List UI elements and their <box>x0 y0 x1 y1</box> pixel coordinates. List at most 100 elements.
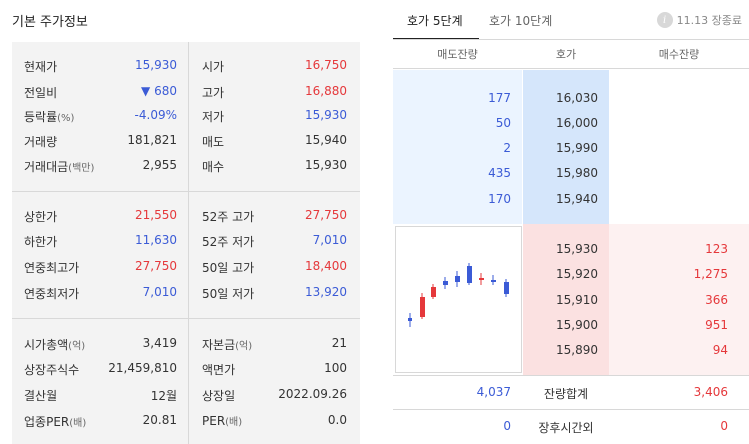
info-label-text: 고가 <box>202 86 225 100</box>
ask-qty-cell[interactable]: 177 <box>488 91 511 105</box>
ask-price-area <box>523 70 609 224</box>
bid-qty-area <box>609 224 749 375</box>
info-label-text: 현재가 <box>24 60 58 74</box>
total-ask-qty: 4,037 <box>476 385 511 399</box>
market-status: i 11.13 장종료 <box>656 12 742 28</box>
info-label: 등락률(%) <box>24 108 74 125</box>
info-label-text: PER <box>202 414 226 428</box>
info-value: -4.09% <box>134 108 177 122</box>
bid-price-cell[interactable]: 15,900 <box>556 318 598 332</box>
info-value: 0.0 <box>327 413 347 427</box>
bid-qty-cell[interactable]: 1,275 <box>693 267 728 281</box>
info-label-text: 저가 <box>202 110 225 124</box>
info-label-text: 연중최저가 <box>24 287 80 301</box>
info-label-text: 등락률 <box>24 110 58 124</box>
info-row: 등락률(%) -4.09% 저가 15,930 <box>12 103 360 129</box>
info-label: 결산월 <box>24 387 57 404</box>
info-label-text: 50일 저가 <box>202 287 255 301</box>
info-row: 현재가 15,930 시가 16,750 <box>12 53 360 79</box>
bid-price-cell[interactable]: 15,930 <box>556 242 598 256</box>
ask-qty-cell[interactable]: 50 <box>495 116 511 130</box>
tab-5-levels[interactable]: 호가 5단계 <box>407 14 463 28</box>
info-value: 21,550 <box>135 208 177 222</box>
bid-qty-cell[interactable]: 123 <box>705 242 728 256</box>
section-divider <box>12 191 360 192</box>
info-label: PER(배) <box>202 413 242 428</box>
info-value: 20.81 <box>142 413 177 427</box>
info-row: 시가총액(억) 3,419 자본금(억) 21 <box>12 331 360 357</box>
info-label: 상장일 <box>202 387 235 404</box>
tab-10-levels[interactable]: 호가 10단계 <box>489 14 553 28</box>
candle <box>479 273 484 285</box>
info-label-text: 자본금 <box>202 338 236 352</box>
mini-candlestick-chart <box>395 226 522 373</box>
candle <box>504 279 509 297</box>
ask-qty-cell[interactable]: 435 <box>488 166 511 180</box>
ask-price-cell[interactable]: 15,980 <box>556 166 598 180</box>
bid-price-cell[interactable]: 15,910 <box>556 293 598 307</box>
bid-qty-cell[interactable]: 366 <box>705 293 728 307</box>
info-label: 시가 <box>202 58 224 75</box>
info-label-unit: (배) <box>69 418 87 429</box>
header-bid-qty: 매수잔량 <box>658 48 700 61</box>
info-label: 매수 <box>202 158 224 175</box>
info-label-text: 52주 저가 <box>202 235 255 249</box>
info-row: 결산월 12월 상장일 2022.09.26 <box>12 382 360 408</box>
total-label: 잔량합계 <box>543 387 589 401</box>
info-row: 업종PER(배) 20.81 PER(배) 0.0 <box>12 408 360 434</box>
total-divider <box>393 375 749 376</box>
info-label-unit: (배) <box>225 417 243 428</box>
candle <box>420 293 425 319</box>
info-label-text: 거래대금 <box>24 160 69 174</box>
bid-qty-cell[interactable]: 94 <box>712 343 728 357</box>
info-label-text: 매수 <box>202 160 225 174</box>
ask-price-cell[interactable]: 16,000 <box>556 116 598 130</box>
info-label-text: 매도 <box>202 135 225 149</box>
orderbook-tabs: 호가 5단계 호가 10단계 i 11.13 장종료 <box>393 0 749 40</box>
header-price: 호가 <box>555 48 577 61</box>
info-label-unit: (억) <box>235 341 253 352</box>
market-status-text: 11.13 장종료 <box>676 14 742 27</box>
ask-qty-cell[interactable]: 2 <box>503 141 511 155</box>
bid-qty-cell[interactable]: 951 <box>705 318 728 332</box>
info-label-text: 업종PER <box>24 415 70 429</box>
info-row: 상한가 21,550 52주 고가 27,750 <box>12 203 360 229</box>
info-value: 16,750 <box>305 58 347 72</box>
after-hours-ask-qty: 0 <box>503 419 511 433</box>
info-value: 7,010 <box>312 233 347 247</box>
header-divider <box>393 68 749 69</box>
info-label: 거래대금(백만) <box>24 158 94 175</box>
candle <box>443 277 448 289</box>
info-label: 현재가 <box>24 58 57 75</box>
info-label-text: 결산월 <box>24 389 58 403</box>
total-bid-qty: 3,406 <box>693 385 728 399</box>
info-label-text: 시가총액 <box>24 338 69 352</box>
basic-stock-info-title: 기본 주가정보 <box>12 15 88 30</box>
info-icon[interactable]: i <box>656 12 673 28</box>
info-label: 액면가 <box>202 361 235 378</box>
info-value: 16,880 <box>305 84 347 98</box>
bid-price-cell[interactable]: 15,920 <box>556 267 598 281</box>
info-label-text: 거래량 <box>24 135 58 149</box>
info-label-unit: (백만) <box>68 163 95 174</box>
info-value: 100 <box>324 361 347 375</box>
info-value: 15,940 <box>305 133 347 147</box>
candle <box>408 313 412 327</box>
info-label: 거래량 <box>24 133 57 150</box>
info-row: 거래대금(백만) 2,955 매수 15,930 <box>12 153 360 179</box>
ask-qty-cell[interactable]: 170 <box>488 192 511 206</box>
info-row: 연중최저가 7,010 50일 저가 13,920 <box>12 280 360 306</box>
ask-price-cell[interactable]: 15,940 <box>556 192 598 206</box>
info-label: 상장주식수 <box>24 361 79 378</box>
info-value: 18,400 <box>305 259 347 273</box>
basic-stock-info-table: 현재가 15,930 시가 16,750 전일비 ▼ 680 고가 16,880 등락률(%) -… <box>12 42 360 444</box>
bid-price-cell[interactable]: 15,890 <box>556 343 598 357</box>
info-label: 연중최고가 <box>24 259 79 276</box>
section-divider <box>12 318 360 319</box>
ask-price-cell[interactable]: 16,030 <box>556 91 598 105</box>
header-ask-qty: 매도잔량 <box>437 48 478 61</box>
ask-price-cell[interactable]: 15,990 <box>556 141 598 155</box>
info-value: 21,459,810 <box>108 361 177 375</box>
info-value: 12월 <box>150 389 177 403</box>
info-label: 50일 고가 <box>202 259 254 276</box>
